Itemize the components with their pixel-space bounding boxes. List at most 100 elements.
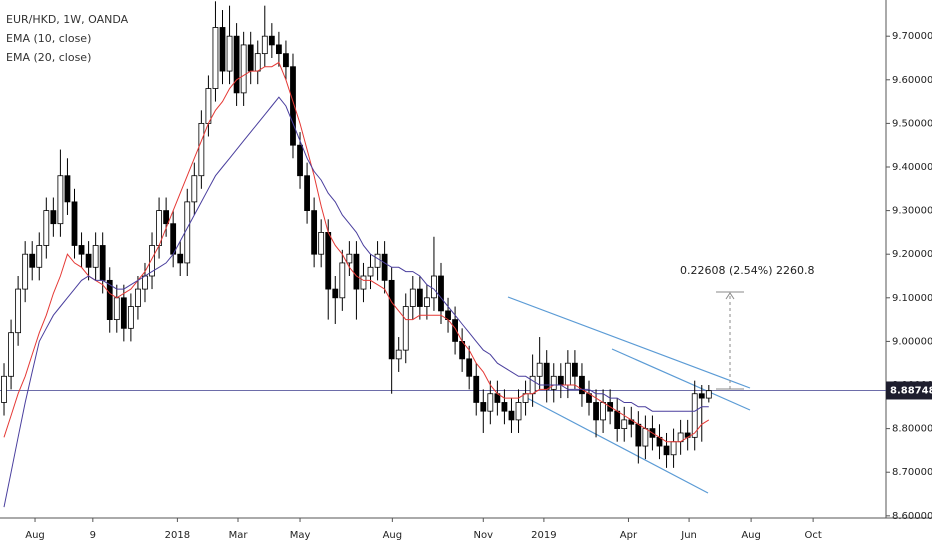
candle-body xyxy=(635,423,642,447)
candle-body xyxy=(311,210,318,255)
candle-body xyxy=(564,362,571,386)
channel xyxy=(507,296,751,494)
channel-line xyxy=(526,397,709,494)
candle-body xyxy=(395,349,402,360)
candle-body xyxy=(501,402,508,412)
candle-body xyxy=(642,428,649,447)
chart-title: EUR/HKD, 1W, OANDA xyxy=(6,13,129,26)
candle-body xyxy=(177,253,184,264)
candle-body xyxy=(1,375,7,403)
candle-body xyxy=(92,245,99,268)
candle-body xyxy=(600,402,606,421)
candle-body xyxy=(670,441,677,456)
candle-body xyxy=(572,362,578,377)
x-tick-label: 9 xyxy=(90,530,96,541)
channel-line xyxy=(611,348,751,411)
y-tick-label: 9.20000 xyxy=(892,249,932,260)
candle-body xyxy=(332,288,339,299)
candle-body xyxy=(233,35,240,94)
measure-tool xyxy=(716,291,744,390)
candle-body xyxy=(8,332,14,377)
candle-body xyxy=(120,297,127,329)
candle-body xyxy=(339,262,346,299)
y-tick-label: 9.40000 xyxy=(892,162,932,173)
candle-body xyxy=(466,358,473,377)
x-tick-label: Aug xyxy=(741,530,761,541)
candle-body xyxy=(360,275,367,290)
candle-body xyxy=(64,175,71,203)
candle-body xyxy=(247,44,254,72)
candle-body xyxy=(536,362,543,377)
candle-body xyxy=(127,306,134,329)
x-tick-label: Oct xyxy=(804,530,821,541)
candle-body xyxy=(78,245,85,255)
y-tick-label: 9.30000 xyxy=(892,206,932,217)
y-tick-label: 9.60000 xyxy=(892,75,932,86)
candle-body xyxy=(85,253,92,268)
candle-body xyxy=(297,144,303,177)
candle-body xyxy=(416,288,423,307)
candle-body xyxy=(374,253,381,268)
candle-body xyxy=(705,390,712,399)
ema-line xyxy=(3,96,709,508)
y-tick-label: 9.50000 xyxy=(892,118,932,129)
candle-body xyxy=(473,375,480,403)
x-tick-label: Aug xyxy=(383,530,403,541)
measure-arrow xyxy=(725,292,735,300)
candle-body xyxy=(184,201,191,264)
channel-line xyxy=(507,296,751,389)
candle-body xyxy=(438,275,444,312)
candle-body xyxy=(71,201,78,246)
x-tick-label: Nov xyxy=(474,530,494,541)
candle-body xyxy=(579,375,585,395)
candle-body xyxy=(529,375,536,395)
candle-body xyxy=(325,232,332,290)
y-tick-label: 9.70000 xyxy=(892,31,932,42)
y-tick-label: 8.60000 xyxy=(892,511,932,522)
candle-body xyxy=(15,288,22,334)
candle-body xyxy=(149,245,155,277)
price-label: 8.88748 xyxy=(890,385,932,396)
candle-body xyxy=(29,253,36,268)
candle-body xyxy=(593,402,599,421)
x-tick-label: Apr xyxy=(620,530,638,541)
candle-body xyxy=(423,297,430,307)
candle-body xyxy=(198,122,205,177)
candle-body xyxy=(36,245,43,268)
candle-body xyxy=(388,279,395,360)
candle-body xyxy=(226,35,233,72)
candle-body xyxy=(57,175,64,225)
candle-body xyxy=(557,375,564,386)
x-tick-label: Mar xyxy=(229,530,249,541)
candle-body xyxy=(367,266,374,277)
candle-body xyxy=(268,35,275,46)
candle-body xyxy=(614,410,621,430)
candle-body xyxy=(698,393,705,399)
candle-body xyxy=(219,27,226,72)
y-tick-label: 8.80000 xyxy=(892,424,932,435)
candle-body xyxy=(431,275,437,299)
legend-entry: EMA (20, close) xyxy=(6,51,91,64)
candle-body xyxy=(508,410,515,421)
candle-body xyxy=(170,223,177,255)
candle-body xyxy=(50,210,57,225)
candle-body xyxy=(43,210,50,246)
candle-body xyxy=(113,297,120,321)
candle-body xyxy=(346,253,353,264)
candle-body xyxy=(304,175,310,212)
price-label-box xyxy=(886,381,932,400)
candle-body xyxy=(402,306,409,351)
y-tick-label: 9.10000 xyxy=(892,293,932,304)
candle-body xyxy=(106,279,113,321)
x-tick-label: 2018 xyxy=(165,530,190,541)
candle-body xyxy=(318,232,325,255)
candle-body xyxy=(275,44,282,55)
candle-body xyxy=(261,35,268,55)
candle-body xyxy=(163,210,170,225)
x-tick-label: 2019 xyxy=(531,530,556,541)
y-tick-label: 9.00000 xyxy=(892,336,932,347)
x-tick-label: Jun xyxy=(680,530,697,541)
candle-body xyxy=(480,402,487,412)
